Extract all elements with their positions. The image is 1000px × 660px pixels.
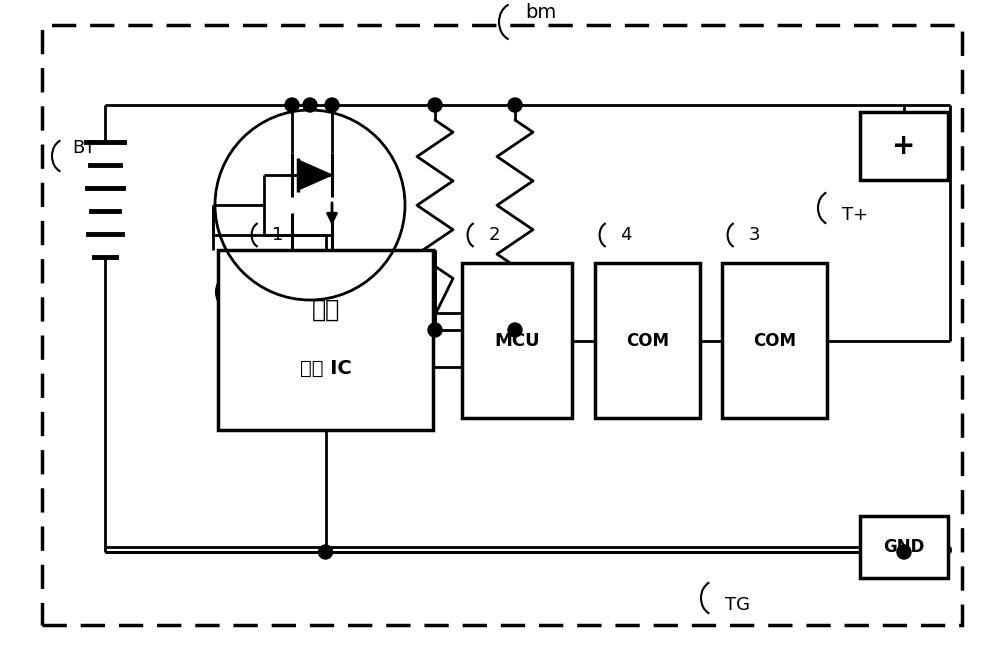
FancyBboxPatch shape (218, 250, 433, 430)
Text: Q1: Q1 (242, 289, 268, 307)
Text: GND: GND (883, 538, 925, 556)
FancyBboxPatch shape (462, 263, 572, 418)
Circle shape (428, 323, 442, 337)
Text: MCU: MCU (494, 331, 540, 350)
Circle shape (897, 545, 911, 559)
FancyBboxPatch shape (860, 516, 948, 578)
Text: R2: R2 (535, 296, 559, 314)
Text: 电池: 电池 (311, 298, 340, 322)
Text: BT: BT (72, 139, 95, 157)
FancyBboxPatch shape (860, 112, 948, 180)
Text: +: + (892, 132, 916, 160)
Text: T+: T+ (842, 206, 868, 224)
Text: 4: 4 (620, 226, 632, 244)
Text: bm: bm (525, 3, 556, 22)
Text: TG: TG (725, 596, 750, 614)
Text: 3: 3 (748, 226, 760, 244)
Circle shape (285, 98, 299, 112)
FancyBboxPatch shape (722, 263, 827, 418)
Circle shape (325, 98, 339, 112)
Circle shape (508, 323, 522, 337)
Circle shape (303, 98, 317, 112)
Text: COM: COM (753, 331, 796, 350)
Text: 2: 2 (488, 226, 500, 244)
Circle shape (508, 98, 522, 112)
FancyBboxPatch shape (595, 263, 700, 418)
Circle shape (428, 98, 442, 112)
Text: COM: COM (626, 331, 669, 350)
Text: 1: 1 (272, 226, 284, 244)
Polygon shape (298, 160, 332, 190)
Circle shape (318, 545, 332, 559)
Text: 监控 IC: 监控 IC (300, 358, 351, 378)
